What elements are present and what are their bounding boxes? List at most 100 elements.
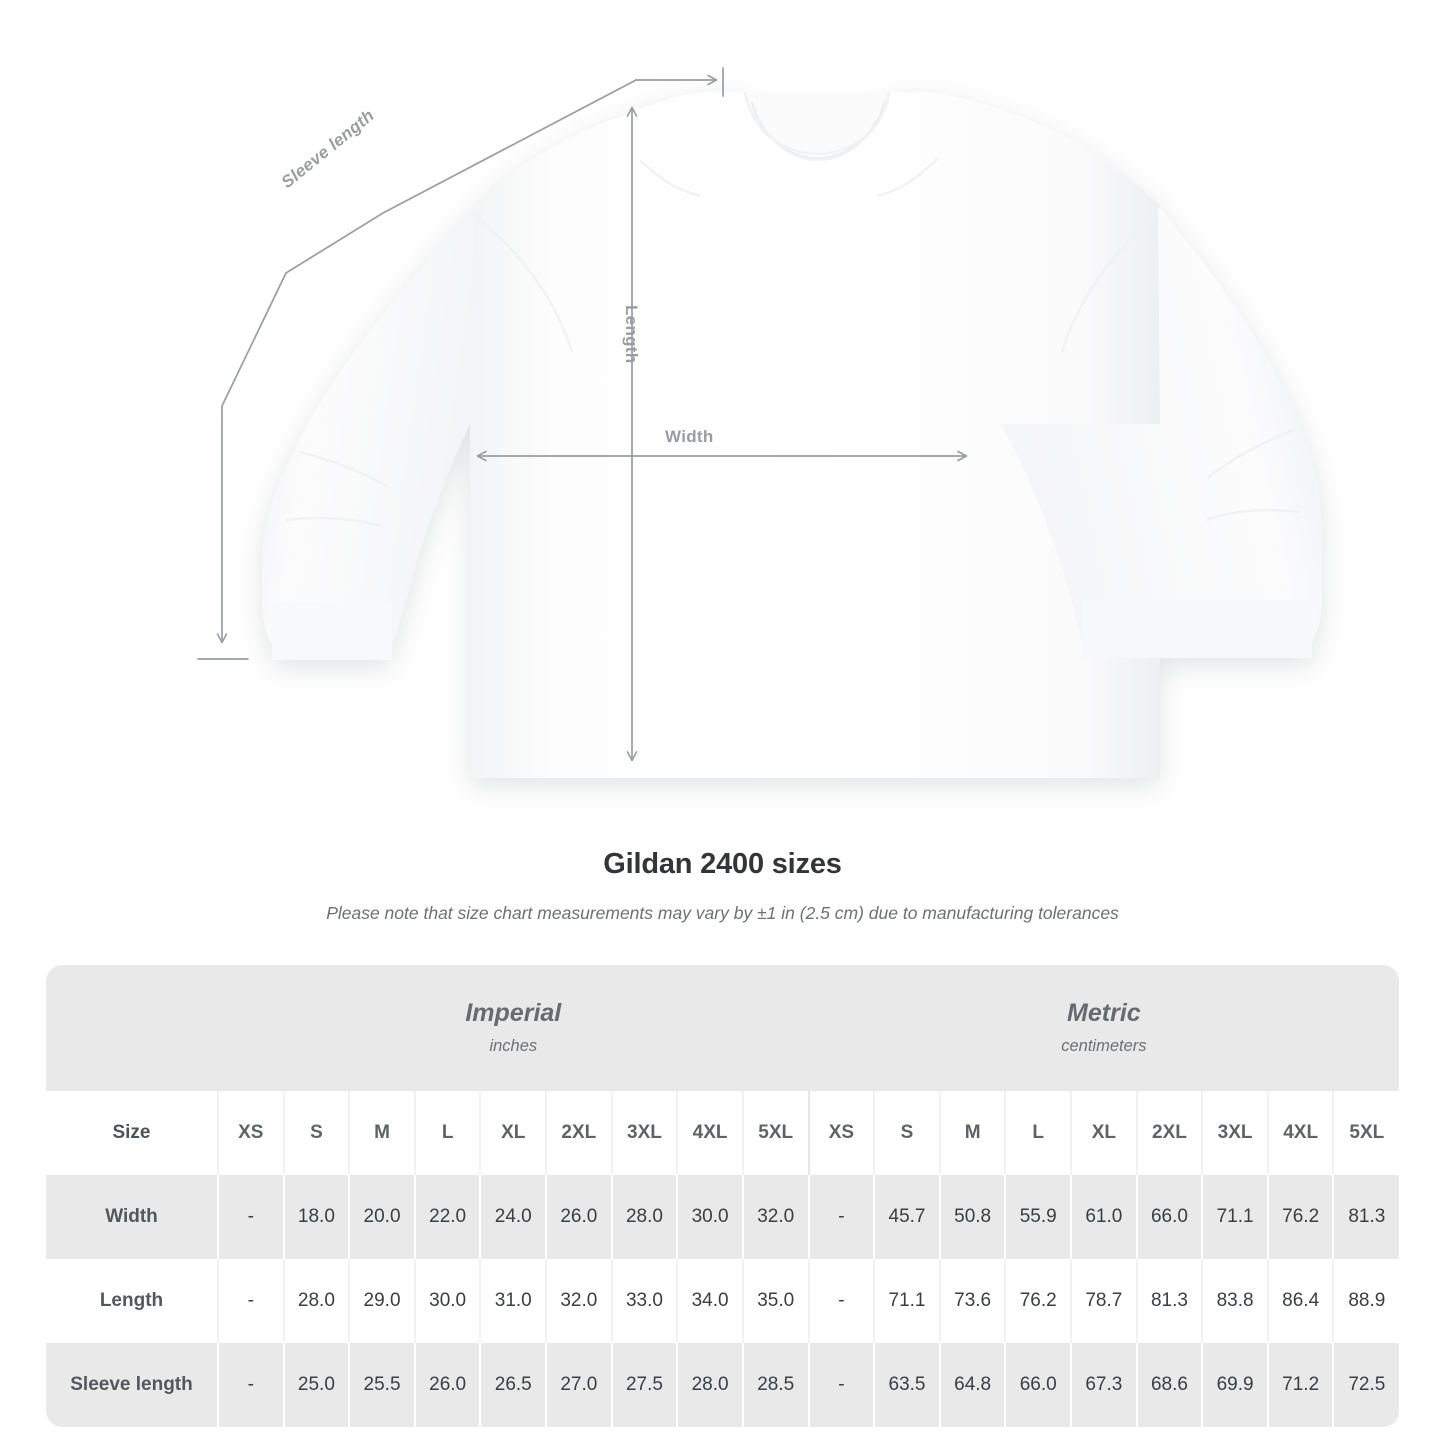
cell-length-metric-s: 71.1 [873, 1259, 940, 1343]
cell-width-metric-3xl: 71.1 [1201, 1175, 1268, 1259]
cell-sleeve-length-imperial-xl: 26.5 [479, 1343, 547, 1427]
cell-width-imperial-5xl: 32.0 [741, 1175, 809, 1259]
table-row: Sleeve length -25.0 25.5 26.0 26.5 27.0 27.5 28… [46, 1343, 1400, 1427]
garment-svg [197, 67, 1322, 778]
cell-width-imperial-2xl: 26.0 [545, 1175, 612, 1259]
cell-width-metric-4xl: 76.2 [1266, 1175, 1334, 1259]
row-label-width: Width [46, 1175, 218, 1259]
cell-width-metric-5xl: 81.3 [1332, 1175, 1400, 1259]
size-header-metric-xs: XS [807, 1091, 875, 1175]
cell-sleeve-length-metric-s: 63.5 [873, 1343, 940, 1427]
unit-name-imperial: Imperial [465, 998, 562, 1027]
size-header-metric-3xl: 3XL [1201, 1091, 1268, 1175]
size-chart-table-wrap: Imperial inches Metric centimeters Size … [46, 965, 1400, 1427]
cell-length-metric-m: 73.6 [938, 1259, 1006, 1343]
cell-length-imperial-5xl: 35.0 [741, 1259, 809, 1343]
empty-value-dash: - [247, 1290, 254, 1311]
title-block: Gildan 2400 sizes Please note that size … [0, 830, 1445, 924]
page-title: Gildan 2400 sizes [603, 848, 842, 880]
size-header-row: Size XS S M L XL 2XL 3XL 4XL 5XL XS S M L XL 2XL 3XL 4XL… [46, 1091, 1400, 1175]
unit-banner-spacer [46, 965, 218, 1091]
cell-width-imperial-4xl: 30.0 [676, 1175, 743, 1259]
cell-length-imperial-s: 28.0 [282, 1259, 350, 1343]
cell-width-imperial-3xl: 28.0 [610, 1175, 678, 1259]
cell-width-imperial-m: 20.0 [348, 1175, 415, 1259]
cell-sleeve-length-metric-l: 66.0 [1004, 1343, 1072, 1427]
cell-length-imperial-2xl: 32.0 [545, 1259, 612, 1343]
cell-length-imperial-3xl: 33.0 [610, 1259, 678, 1343]
cell-sleeve-length-imperial-s: 25.0 [282, 1343, 350, 1427]
cell-sleeve-length-metric-xl: 67.3 [1070, 1343, 1137, 1427]
fabric-folds [285, 157, 1301, 528]
size-header-imperial-xs: XS [217, 1091, 284, 1175]
unit-sub-imperial: inches [489, 1037, 538, 1056]
sleeve-length-dimension [197, 67, 724, 660]
unit-banner-row: Imperial inches Metric centimeters [46, 965, 1400, 1091]
cell-width-metric-xl: 61.0 [1070, 1175, 1137, 1259]
size-header-metric-s: S [873, 1091, 940, 1175]
cell-length-metric-4xl: 86.4 [1266, 1259, 1334, 1343]
cell-length-imperial-xs: - [217, 1259, 284, 1343]
cell-sleeve-length-imperial-l: 26.0 [413, 1343, 481, 1427]
cell-sleeve-length-metric-3xl: 69.9 [1201, 1343, 1268, 1427]
cell-length-metric-2xl: 81.3 [1135, 1259, 1203, 1343]
cell-sleeve-length-imperial-2xl: 27.0 [545, 1343, 612, 1427]
table-row: Width - 18.0 20.0 22.0 24.0 26.0 28.0 30.0 32.0 - 4… [46, 1175, 1400, 1259]
cell-length-metric-3xl: 83.8 [1201, 1259, 1268, 1343]
cell-width-metric-2xl: 66.0 [1135, 1175, 1203, 1259]
row-label-sleeve-length: Sleeve length [46, 1343, 218, 1427]
cell-sleeve-length-metric-5xl: 72.5 [1332, 1343, 1400, 1427]
size-header-imperial-s: S [282, 1091, 350, 1175]
cell-sleeve-length-imperial-5xl: 28.5 [741, 1343, 809, 1427]
size-header-metric-m: M [938, 1091, 1006, 1175]
size-header-metric-l: L [1004, 1091, 1072, 1175]
cell-length-imperial-4xl: 34.0 [676, 1259, 743, 1343]
size-header-imperial-xl: XL [479, 1091, 547, 1175]
garment-illustration: Sleeve length Length Width [197, 67, 1322, 778]
size-header-metric-5xl: 5XL [1332, 1091, 1400, 1175]
unit-sub-metric: centimeters [1061, 1037, 1147, 1056]
size-header-imperial-5xl: 5XL [741, 1091, 809, 1175]
size-header-metric-xl: XL [1070, 1091, 1137, 1175]
empty-value-dash: - [838, 1206, 845, 1227]
cell-sleeve-length-imperial-xs: - [217, 1343, 284, 1427]
cell-width-metric-m: 50.8 [938, 1175, 1006, 1259]
size-header-imperial-2xl: 2XL [545, 1091, 612, 1175]
cell-sleeve-length-metric-4xl: 71.2 [1266, 1343, 1334, 1427]
size-header-metric-2xl: 2XL [1135, 1091, 1203, 1175]
size-header-imperial-3xl: 3XL [610, 1091, 678, 1175]
cell-width-imperial-l: 22.0 [413, 1175, 481, 1259]
length-label: Length [622, 305, 641, 364]
cell-length-metric-xs: - [807, 1259, 875, 1343]
unit-banner-imperial: Imperial inches [218, 965, 809, 1091]
table-row: Length - 28.0 29.0 30.0 31.0 32.0 33.0 34.0 35.0 -… [46, 1259, 1400, 1343]
cell-length-imperial-m: 29.0 [348, 1259, 415, 1343]
size-chart-table: Imperial inches Metric centimeters Size … [46, 965, 1400, 1427]
cell-length-imperial-xl: 31.0 [479, 1259, 547, 1343]
cell-width-imperial-xs: - [217, 1175, 284, 1259]
cell-width-metric-s: 45.7 [873, 1175, 940, 1259]
tolerance-note: Please note that size chart measurements… [326, 903, 1119, 923]
cell-length-imperial-l: 30.0 [413, 1259, 481, 1343]
size-header-label: Size [46, 1091, 218, 1175]
cell-width-imperial-s: 18.0 [282, 1175, 350, 1259]
empty-value-dash: - [838, 1290, 845, 1311]
cell-sleeve-length-imperial-4xl: 28.0 [676, 1343, 743, 1427]
cell-sleeve-length-imperial-3xl: 27.5 [610, 1343, 678, 1427]
size-header-imperial-4xl: 4XL [676, 1091, 743, 1175]
cell-sleeve-length-imperial-m: 25.5 [348, 1343, 415, 1427]
cell-width-imperial-xl: 24.0 [479, 1175, 547, 1259]
empty-value-dash: - [838, 1374, 845, 1395]
empty-value-dash: - [247, 1374, 254, 1395]
cell-length-metric-l: 76.2 [1004, 1259, 1072, 1343]
cell-length-metric-5xl: 88.9 [1332, 1259, 1400, 1343]
cell-length-metric-xl: 78.7 [1070, 1259, 1137, 1343]
row-label-length: Length [46, 1259, 218, 1343]
cell-sleeve-length-metric-xs: - [807, 1343, 875, 1427]
cell-width-metric-l: 55.9 [1004, 1175, 1072, 1259]
size-header-metric-4xl: 4XL [1266, 1091, 1334, 1175]
unit-name-metric: Metric [1067, 998, 1141, 1027]
size-header-imperial-m: M [348, 1091, 415, 1175]
size-header-imperial-l: L [413, 1091, 481, 1175]
width-label: Width [665, 427, 714, 446]
